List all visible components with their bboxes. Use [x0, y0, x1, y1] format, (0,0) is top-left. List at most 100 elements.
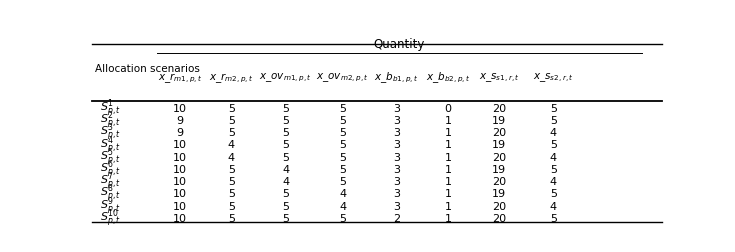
Text: 5: 5 [228, 128, 235, 138]
Text: 19: 19 [492, 141, 506, 150]
Text: $S^5_{p,t}$: $S^5_{p,t}$ [101, 147, 122, 169]
Text: 5: 5 [550, 190, 557, 199]
Text: 5: 5 [228, 190, 235, 199]
Text: 5: 5 [550, 165, 557, 175]
Text: 5: 5 [282, 190, 289, 199]
Text: 19: 19 [492, 116, 506, 126]
Text: 3: 3 [393, 104, 400, 114]
Text: 5: 5 [339, 116, 346, 126]
Text: 10: 10 [173, 190, 187, 199]
Text: $S^7_{p,t}$: $S^7_{p,t}$ [101, 171, 122, 193]
Text: 1: 1 [445, 190, 451, 199]
Text: 3: 3 [393, 177, 400, 187]
Text: 5: 5 [228, 165, 235, 175]
Text: $x\_s_{s2,r,t}$: $x\_s_{s2,r,t}$ [533, 71, 574, 84]
Text: 10: 10 [173, 141, 187, 150]
Text: $S^9_{p,t}$: $S^9_{p,t}$ [101, 196, 122, 218]
Text: 3: 3 [393, 116, 400, 126]
Text: 5: 5 [282, 116, 289, 126]
Text: 1: 1 [445, 177, 451, 187]
Text: $S^2_{p,t}$: $S^2_{p,t}$ [101, 110, 122, 132]
Text: $x\_s_{s1,r,t}$: $x\_s_{s1,r,t}$ [478, 71, 520, 84]
Text: 5: 5 [550, 116, 557, 126]
Text: $x\_ov_{m2,p,t}$: $x\_ov_{m2,p,t}$ [316, 72, 369, 84]
Text: 20: 20 [492, 177, 506, 187]
Text: $x\_r_{m2,p,t}$: $x\_r_{m2,p,t}$ [209, 71, 254, 85]
Text: 3: 3 [393, 190, 400, 199]
Text: 4: 4 [282, 177, 289, 187]
Text: 4: 4 [550, 177, 557, 187]
Text: 5: 5 [228, 104, 235, 114]
Text: 5: 5 [550, 141, 557, 150]
Text: 5: 5 [339, 177, 346, 187]
Text: 3: 3 [393, 153, 400, 163]
Text: 10: 10 [173, 153, 187, 163]
Text: 5: 5 [550, 104, 557, 114]
Text: 5: 5 [339, 141, 346, 150]
Text: 5: 5 [282, 202, 289, 212]
Text: $x\_b_{b2,p,t}$: $x\_b_{b2,p,t}$ [426, 71, 470, 85]
Text: 4: 4 [339, 202, 346, 212]
Text: 4: 4 [228, 153, 235, 163]
Text: 19: 19 [492, 190, 506, 199]
Text: 5: 5 [339, 214, 346, 224]
Text: $x\_ov_{m1,p,t}$: $x\_ov_{m1,p,t}$ [259, 72, 312, 84]
Text: Quantity: Quantity [374, 38, 425, 51]
Text: $S^6_{p,t}$: $S^6_{p,t}$ [101, 159, 122, 181]
Text: 2: 2 [393, 214, 400, 224]
Text: 10: 10 [173, 202, 187, 212]
Text: 5: 5 [339, 104, 346, 114]
Text: 9: 9 [176, 128, 184, 138]
Text: 0: 0 [445, 104, 451, 114]
Text: 1: 1 [445, 128, 451, 138]
Text: 5: 5 [550, 214, 557, 224]
Text: 4: 4 [228, 141, 235, 150]
Text: 3: 3 [393, 202, 400, 212]
Text: 5: 5 [339, 165, 346, 175]
Text: 1: 1 [445, 165, 451, 175]
Text: $S^{10}_{p,t}$: $S^{10}_{p,t}$ [101, 208, 122, 230]
Text: 5: 5 [282, 141, 289, 150]
Text: $S^4_{p,t}$: $S^4_{p,t}$ [101, 134, 122, 156]
Text: 10: 10 [173, 177, 187, 187]
Text: 5: 5 [228, 116, 235, 126]
Text: 5: 5 [228, 214, 235, 224]
Text: 5: 5 [228, 177, 235, 187]
Text: $S^8_{p,t}$: $S^8_{p,t}$ [101, 183, 122, 205]
Text: 10: 10 [173, 104, 187, 114]
Text: 4: 4 [550, 202, 557, 212]
Text: 4: 4 [339, 190, 346, 199]
Text: 5: 5 [228, 202, 235, 212]
Text: 1: 1 [445, 116, 451, 126]
Text: 20: 20 [492, 128, 506, 138]
Text: 1: 1 [445, 202, 451, 212]
Text: Allocation scenarios: Allocation scenarios [95, 64, 200, 74]
Text: 4: 4 [550, 153, 557, 163]
Text: 10: 10 [173, 214, 187, 224]
Text: 10: 10 [173, 165, 187, 175]
Text: 20: 20 [492, 153, 506, 163]
Text: 3: 3 [393, 141, 400, 150]
Text: 1: 1 [445, 214, 451, 224]
Text: 5: 5 [282, 153, 289, 163]
Text: $S^3_{p,t}$: $S^3_{p,t}$ [101, 122, 122, 144]
Text: 5: 5 [339, 153, 346, 163]
Text: $x\_b_{b1,p,t}$: $x\_b_{b1,p,t}$ [374, 71, 419, 85]
Text: 3: 3 [393, 128, 400, 138]
Text: 20: 20 [492, 214, 506, 224]
Text: 5: 5 [282, 128, 289, 138]
Text: 19: 19 [492, 165, 506, 175]
Text: 20: 20 [492, 104, 506, 114]
Text: 4: 4 [550, 128, 557, 138]
Text: 5: 5 [282, 214, 289, 224]
Text: 1: 1 [445, 153, 451, 163]
Text: 4: 4 [282, 165, 289, 175]
Text: 1: 1 [445, 141, 451, 150]
Text: 5: 5 [339, 128, 346, 138]
Text: 5: 5 [282, 104, 289, 114]
Text: $x\_r_{m1,p,t}$: $x\_r_{m1,p,t}$ [158, 71, 203, 85]
Text: 3: 3 [393, 165, 400, 175]
Text: 20: 20 [492, 202, 506, 212]
Text: 9: 9 [176, 116, 184, 126]
Text: $S^1_{p,t}$: $S^1_{p,t}$ [101, 98, 122, 120]
